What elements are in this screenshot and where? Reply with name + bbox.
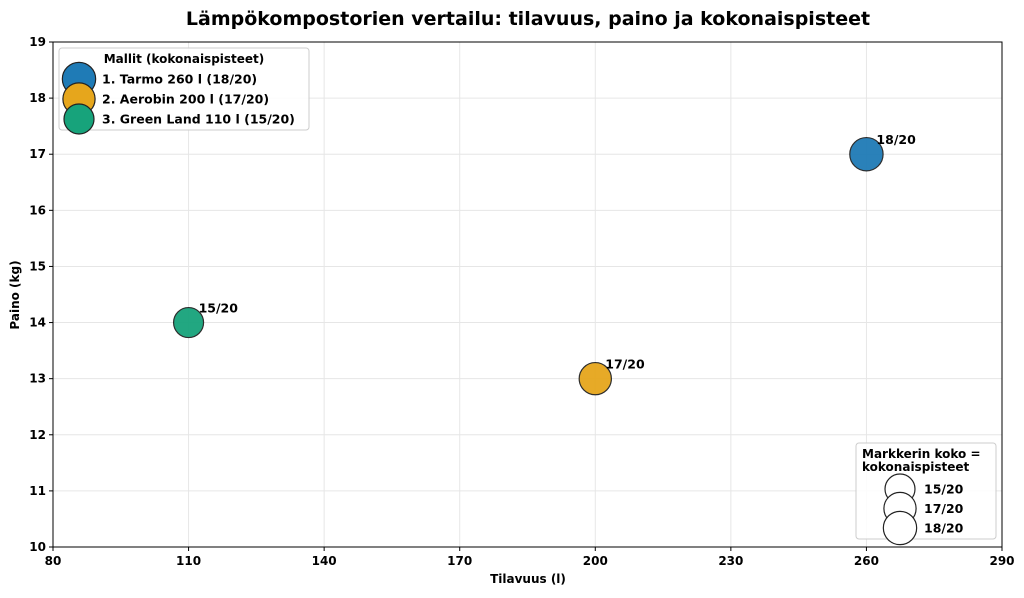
size-legend-title: kokonaispisteet [862,460,970,474]
y-tick-label: 19 [29,35,46,49]
size-legend-entry: 15/20 [924,482,964,497]
x-tick-label: 260 [854,554,879,568]
y-tick-label: 15 [29,259,46,273]
legend-entry: 2. Aerobin 200 l (17/20) [102,92,269,107]
x-tick-label: 290 [989,554,1014,568]
y-tick-label: 12 [29,428,46,442]
x-tick-label: 170 [447,554,472,568]
size-legend-marker [882,510,918,546]
legend-entry: 1. Tarmo 260 l (18/20) [102,72,257,87]
axis-ticks: 80 110 140 170 200 230 260 290 10 11 12 13 14 15 16 17 1… [29,35,1014,568]
size-legend: Markkerin koko =kokonaispisteet 15/20 17/2… [855,442,997,546]
y-tick-label: 11 [29,484,46,498]
data-point [172,306,205,339]
legend-entry: 3. Green Land 110 l (15/20) [102,112,295,127]
data-label: 15/20 [199,301,239,316]
legend: Mallit (kokonaispisteet) 1. Tarmo 260 l (… [58,47,310,135]
y-tick-label: 16 [29,203,46,217]
y-tick-label: 14 [29,316,46,330]
data-point [849,136,884,172]
data-label: 17/20 [605,357,645,372]
y-axis-label: Paino (kg) [8,260,22,329]
legend-title: Mallit (kokonaispisteet) [104,52,265,66]
x-tick-label: 230 [718,554,743,568]
y-tick-label: 18 [29,91,46,105]
x-tick-label: 80 [45,554,62,568]
size-legend-title: Markkerin koko = [862,447,981,461]
data-points: 18/20 17/20 15/20 [172,132,916,396]
size-legend-entry: 17/20 [924,501,964,516]
y-tick-label: 13 [29,372,46,386]
x-tick-label: 140 [312,554,337,568]
data-point [578,361,612,396]
size-legend-entry: 18/20 [924,521,964,536]
x-tick-label: 110 [176,554,201,568]
y-tick-label: 10 [29,540,46,554]
x-axis-label: Tilavuus (l) [490,572,566,586]
x-tick-label: 200 [583,554,608,568]
legend-marker [63,103,95,135]
y-tick-label: 17 [29,147,46,161]
plot-frame [52,41,1003,548]
legend-box [58,47,310,131]
data-label: 18/20 [876,132,916,147]
chart-title: Lämpökompostorien vertailu: tilavuus, pa… [186,8,870,30]
